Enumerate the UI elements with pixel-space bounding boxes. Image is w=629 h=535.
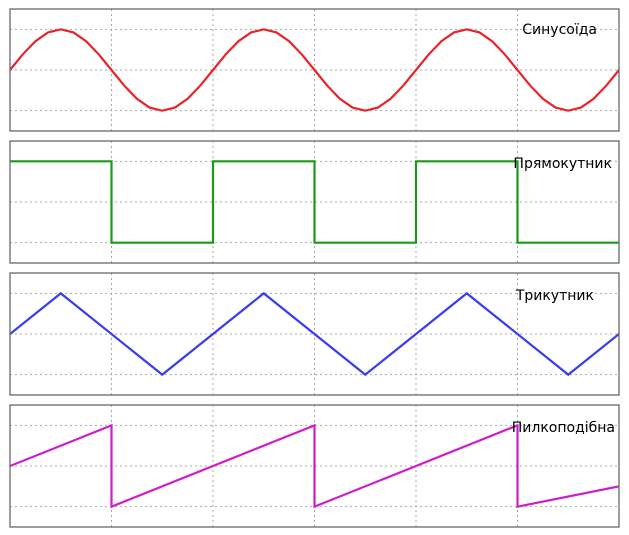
panel-frame	[9, 272, 620, 396]
sine-label: Синусоїда	[522, 22, 597, 38]
panel-frame	[9, 140, 620, 264]
panel-square: Прямокутник	[9, 140, 620, 264]
triangle-label: Трикутник	[515, 288, 594, 304]
sawtooth-series-line	[10, 423, 619, 509]
sine-series-line	[10, 28, 619, 112]
panel-frame	[9, 404, 620, 528]
panel-sawtooth: Пилкоподібна	[9, 404, 620, 528]
square-series-line	[10, 160, 619, 244]
panel-sine: Синусоїда	[9, 8, 620, 132]
panel-triangle: Трикутник	[9, 272, 620, 396]
sawtooth-label: Пилкоподібна	[512, 420, 615, 436]
triangle-series-line	[10, 291, 619, 377]
square-label: Прямокутник	[513, 156, 612, 172]
panel-frame	[9, 8, 620, 132]
